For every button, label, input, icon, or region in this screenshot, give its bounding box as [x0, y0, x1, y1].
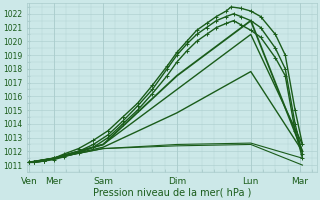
X-axis label: Pression niveau de la mer( hPa ): Pression niveau de la mer( hPa ): [93, 187, 251, 197]
